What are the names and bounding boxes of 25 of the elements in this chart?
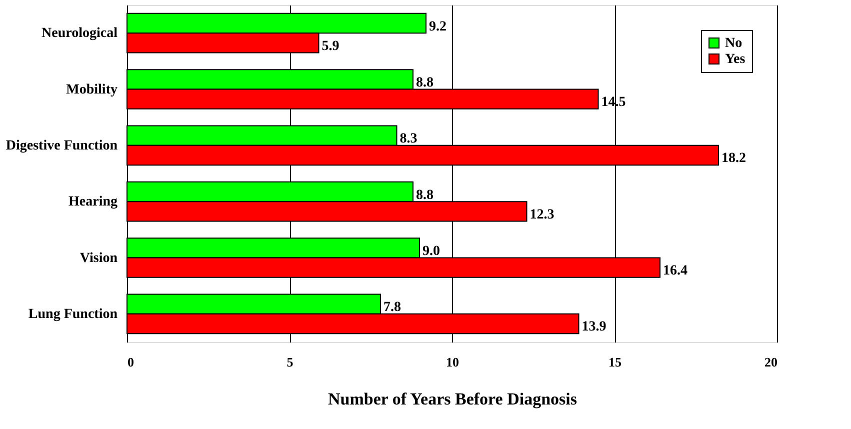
- data-label: 7.8: [384, 300, 401, 316]
- y-tick-label: Hearing: [68, 194, 118, 210]
- y-tick-label: Vision: [80, 250, 118, 266]
- y-tick-label: Digestive Function: [6, 138, 118, 154]
- legend-label: No: [725, 36, 742, 51]
- data-label: 9.0: [422, 244, 440, 259]
- data-label: 8.8: [416, 75, 434, 90]
- x-tick-label: 0: [128, 354, 134, 370]
- y-tick-label: Neurological: [42, 26, 118, 42]
- data-label: 16.4: [663, 264, 688, 279]
- y-tick-label: Mobility: [66, 82, 118, 98]
- data-label: 5.9: [322, 38, 340, 54]
- data-label: 12.3: [530, 207, 554, 222]
- x-tick-label: 10: [446, 354, 459, 370]
- data-label: 8.3: [400, 132, 418, 147]
- x-tick-label: 5: [286, 354, 294, 370]
- data-label: 18.2: [722, 151, 746, 166]
- x-tick-label: 15: [608, 354, 622, 370]
- data-label: 9.2: [429, 19, 446, 34]
- data-label: 13.9: [582, 320, 606, 335]
- x-axis-title: Number of Years Before Diagnosis: [328, 390, 578, 408]
- y-tick-label: Lung Function: [28, 306, 118, 322]
- data-label: 8.8: [416, 188, 434, 203]
- legend-label: Yes: [725, 52, 746, 67]
- x-tick-label: 20: [764, 354, 778, 370]
